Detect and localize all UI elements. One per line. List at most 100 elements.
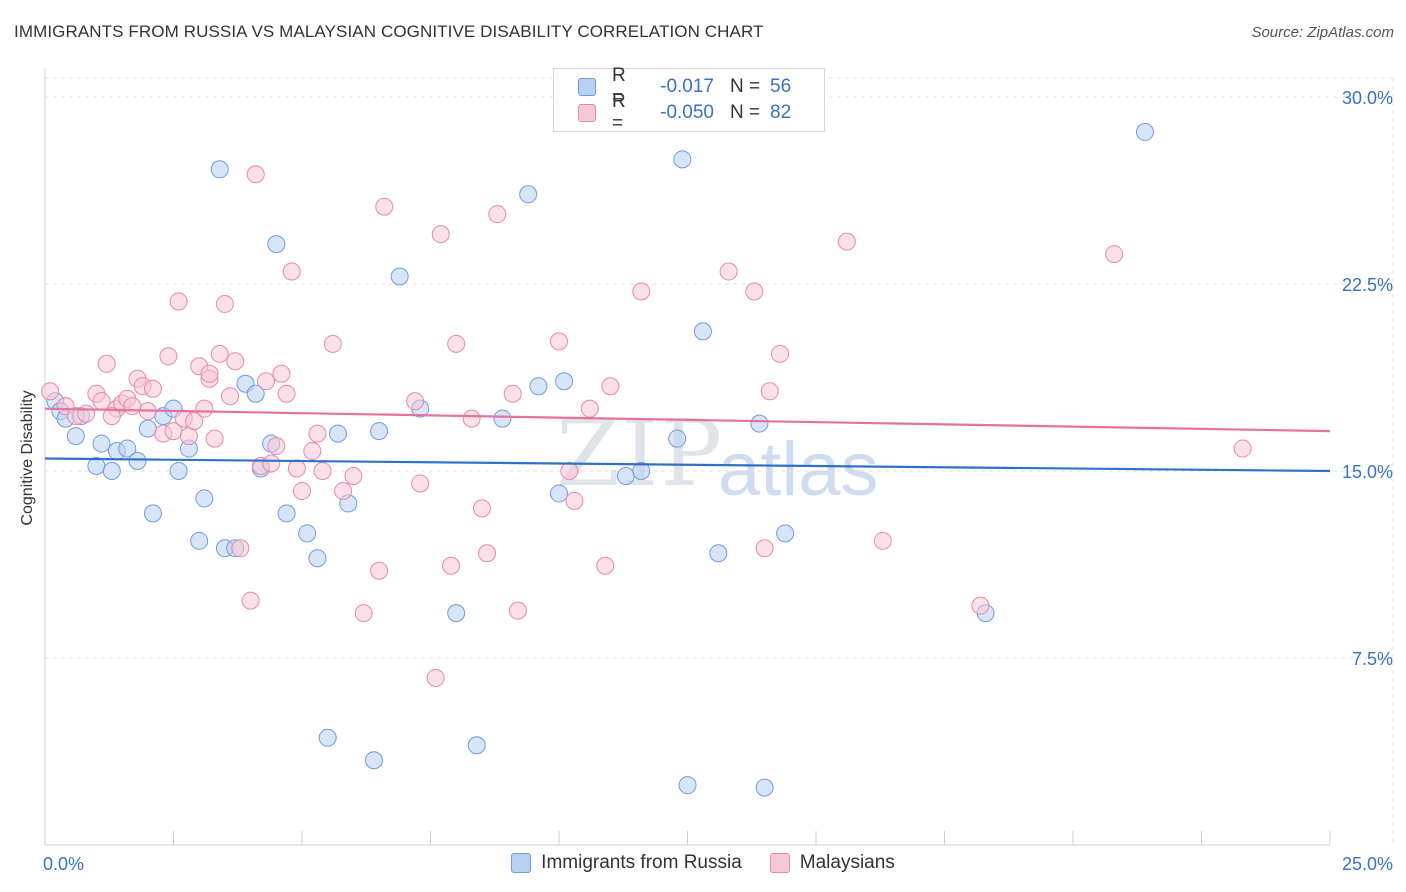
legend-swatch-malaysians	[578, 104, 596, 122]
point-malaysians	[580, 399, 599, 418]
point-malaysians	[77, 404, 96, 423]
n-label: N =	[730, 102, 761, 123]
trendline-russia	[44, 457, 1331, 473]
point-malaysians	[221, 387, 240, 406]
point-malaysians	[334, 481, 353, 500]
point-malaysians	[406, 392, 425, 411]
stats-legend: R = -0.017 N = 56 R = -0.050 N = 82	[553, 65, 825, 134]
point-malaysians	[287, 459, 306, 478]
y-tick-label: 30.0%	[1342, 88, 1393, 108]
trendline-malaysians	[44, 407, 1331, 433]
point-malaysians	[1233, 439, 1252, 458]
point-russia	[447, 604, 466, 623]
point-malaysians	[123, 397, 142, 416]
point-malaysians	[267, 437, 286, 456]
point-russia	[519, 185, 538, 204]
point-russia	[277, 504, 296, 523]
point-russia	[364, 751, 383, 770]
legend-item-russia[interactable]: Immigrants from Russia	[511, 852, 742, 874]
legend-swatch-russia	[578, 78, 596, 96]
n-label: N =	[730, 76, 761, 97]
point-russia	[390, 267, 409, 286]
point-malaysians	[185, 412, 204, 431]
point-malaysians	[488, 205, 507, 224]
point-russia	[632, 462, 651, 480]
point-russia	[467, 736, 486, 755]
y-tick-label: 22.5%	[1342, 275, 1393, 295]
point-russia	[616, 466, 635, 485]
point-malaysians	[632, 282, 651, 301]
point-malaysians	[179, 427, 198, 446]
point-malaysians	[102, 407, 121, 426]
point-russia	[92, 434, 111, 453]
point-malaysians	[447, 334, 466, 353]
point-malaysians	[241, 591, 260, 610]
point-russia	[776, 524, 795, 543]
point-malaysians	[169, 292, 188, 311]
chart-title: IMMIGRANTS FROM RUSSIA VS MALAYSIAN COGN…	[14, 22, 764, 41]
point-russia	[267, 235, 286, 254]
point-malaysians	[462, 409, 481, 428]
point-malaysians	[92, 392, 111, 411]
point-russia	[493, 409, 512, 428]
point-malaysians	[257, 372, 276, 391]
y-axis-label: Cognitive Disability	[19, 390, 36, 526]
point-russia	[555, 372, 574, 391]
point-malaysians	[97, 354, 116, 373]
point-russia	[308, 549, 327, 568]
stats-legend-row-russia: R = -0.017 N = 56	[578, 65, 792, 108]
point-malaysians	[41, 382, 60, 401]
legend-item-malaysians[interactable]: Malaysians	[769, 852, 895, 874]
point-malaysians	[837, 232, 856, 251]
point-malaysians	[478, 544, 497, 563]
point-malaysians	[431, 225, 450, 244]
point-malaysians	[262, 454, 281, 473]
point-malaysians	[719, 262, 738, 281]
point-russia	[169, 462, 188, 480]
point-malaysians	[426, 668, 445, 687]
point-malaysians	[210, 344, 229, 363]
r-value: -0.050	[660, 102, 714, 123]
point-malaysians	[550, 332, 568, 351]
source-label: Source: ZipAtlas.com	[1251, 24, 1394, 41]
point-malaysians	[323, 334, 342, 353]
point-malaysians	[1105, 245, 1124, 264]
n-value: 82	[770, 102, 792, 123]
point-malaysians	[272, 364, 291, 383]
point-malaysians	[596, 556, 615, 575]
point-russia	[668, 429, 687, 448]
point-russia	[370, 422, 389, 441]
point-russia	[128, 452, 147, 471]
point-russia	[143, 504, 162, 523]
point-russia	[709, 544, 728, 563]
point-malaysians	[755, 539, 774, 558]
point-malaysians	[303, 442, 322, 461]
point-russia	[673, 150, 692, 169]
n-value: 56	[770, 76, 792, 97]
point-malaysians	[246, 165, 265, 184]
point-malaysians	[771, 344, 790, 363]
point-malaysians	[971, 596, 990, 615]
point-malaysians	[308, 424, 327, 443]
legend-label-malaysians: Malaysians	[799, 852, 895, 873]
r-label: R =	[612, 91, 626, 134]
point-russia	[118, 439, 137, 458]
r-value: -0.017	[660, 76, 714, 97]
point-malaysians	[370, 561, 389, 580]
point-malaysians	[277, 384, 296, 403]
point-russia	[210, 160, 229, 179]
legend-label-russia: Immigrants from Russia	[541, 852, 742, 873]
point-russia	[66, 427, 85, 446]
stats-legend-row-malaysians: R = -0.050 N = 82	[578, 91, 792, 134]
point-malaysians	[411, 474, 430, 493]
point-russia	[195, 489, 214, 508]
series-legend: Immigrants from Russia Malaysians	[0, 852, 1406, 874]
point-malaysians	[565, 491, 584, 510]
point-russia	[529, 377, 548, 396]
point-malaysians	[873, 531, 892, 550]
x-tick-label: 0.0%	[43, 854, 84, 874]
point-malaysians	[159, 347, 178, 366]
point-malaysians	[215, 294, 234, 313]
